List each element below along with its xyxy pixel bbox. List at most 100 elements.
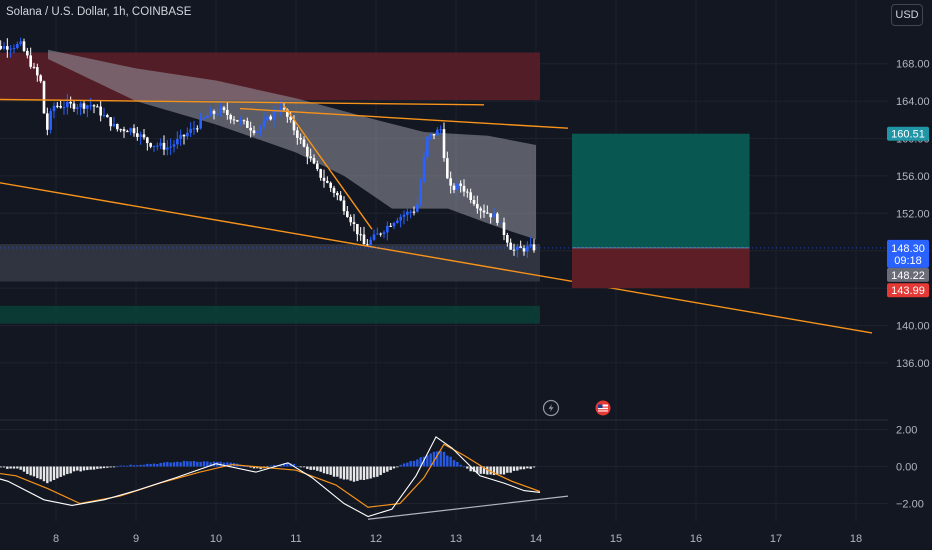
macd-histogram-bar [449, 456, 452, 467]
macd-histogram-bar [106, 466, 109, 468]
candle-body [269, 116, 272, 120]
candle-body [216, 113, 219, 115]
macd-histogram-bar [329, 466, 332, 475]
candle-body [69, 101, 72, 104]
macd-histogram-bar [179, 462, 182, 467]
time-tick-label: 16 [690, 533, 702, 545]
macd-histogram-bar [152, 463, 156, 467]
macd-histogram-bar [292, 463, 296, 467]
candle-body [412, 211, 416, 213]
macd-histogram-bar [72, 466, 76, 472]
candle-body [159, 142, 162, 146]
candle-body [246, 120, 249, 128]
candle-body [472, 199, 476, 204]
candle-body [162, 142, 166, 150]
candle-body [442, 129, 446, 159]
candle-body [396, 220, 399, 223]
candle-body [199, 118, 202, 129]
macd-histogram-bar [286, 463, 289, 467]
macd-histogram-bar [66, 466, 69, 475]
macd-histogram-bar [516, 466, 519, 471]
candle-body [0, 46, 2, 49]
candle-body [229, 114, 232, 120]
candle-body [309, 156, 312, 159]
candle-body [82, 103, 86, 109]
macd-histogram-bar [62, 466, 66, 476]
candle-body [299, 137, 302, 140]
candle-body [372, 234, 376, 240]
candle-body [52, 105, 56, 112]
macd-histogram-bar [339, 466, 342, 479]
candle-body [266, 116, 269, 121]
target-price-tag: 160.51 [887, 126, 929, 141]
candle-body [362, 234, 366, 245]
macd-histogram-bar [452, 460, 456, 467]
macd-histogram-bar [19, 466, 22, 470]
stop-price-tag-text: 143.99 [891, 285, 925, 297]
macd-histogram-bar [429, 453, 432, 467]
candle-body [2, 46, 6, 49]
candle-body [516, 246, 519, 250]
macd-histogram-bar [206, 461, 209, 467]
macd-histogram-bar [359, 466, 362, 480]
candle-body [416, 204, 419, 212]
macd-histogram-bar [166, 461, 169, 467]
candle-body [499, 222, 502, 224]
candles-layer [0, 37, 536, 258]
trendline [0, 182, 873, 334]
macd-histogram-bar [22, 466, 26, 472]
time-tick-label: 18 [850, 533, 862, 545]
macd-histogram-bar [136, 465, 139, 467]
macd-histogram-bar [529, 466, 532, 469]
moving-average-band [48, 49, 536, 240]
candle-body [519, 246, 522, 249]
candle-body [96, 106, 99, 108]
time-tick-label: 8 [53, 533, 59, 545]
macd-histogram-bar [519, 466, 522, 470]
candle-body [282, 108, 286, 110]
candle-body [9, 48, 12, 50]
macd-histogram-bar [162, 462, 166, 467]
macd-histogram-bar [56, 466, 59, 479]
macd-histogram-bar [112, 466, 116, 468]
macd-histogram-bar [82, 466, 86, 471]
zone-support [0, 244, 540, 282]
macd-histogram-bar [279, 464, 282, 467]
macd-histogram-bar [412, 460, 416, 467]
candle-body [102, 115, 106, 117]
candle-body [42, 81, 46, 114]
candle-body [252, 130, 256, 134]
currency-button[interactable]: USD [891, 4, 923, 26]
candle-body [209, 110, 212, 117]
candle-body [319, 169, 322, 178]
macd-histogram-bar [366, 466, 369, 480]
macd-histogram-bar [69, 466, 72, 474]
macd-histogram-bar [269, 465, 272, 467]
candle-body [26, 50, 29, 56]
macd-histogram-bar [372, 466, 376, 478]
macd-histogram-bar [16, 466, 19, 469]
macd-histogram-bar [6, 466, 9, 469]
candle-body [186, 132, 189, 137]
candle-body [56, 105, 59, 107]
macd-histogram-bar [309, 466, 312, 470]
macd-histogram-bar [319, 466, 322, 472]
candle-body [136, 133, 139, 137]
candle-body [409, 211, 412, 213]
candle-body [529, 244, 532, 247]
macd-histogram-bar [362, 466, 366, 481]
candle-body [289, 116, 292, 120]
candle-body [132, 128, 136, 134]
time-tick-label: 11 [290, 533, 301, 545]
candle-body [172, 144, 176, 147]
macd-histogram-bar [489, 466, 492, 475]
candle-body [196, 128, 199, 130]
candle-body [169, 146, 172, 148]
macd-signal-line [0, 443, 541, 508]
us-flag-event-icon[interactable] [595, 400, 611, 416]
candle-body [439, 129, 442, 131]
macd-histogram-bar [2, 466, 6, 468]
candle-body [492, 213, 496, 218]
dividend-event-icon[interactable] [542, 399, 560, 417]
